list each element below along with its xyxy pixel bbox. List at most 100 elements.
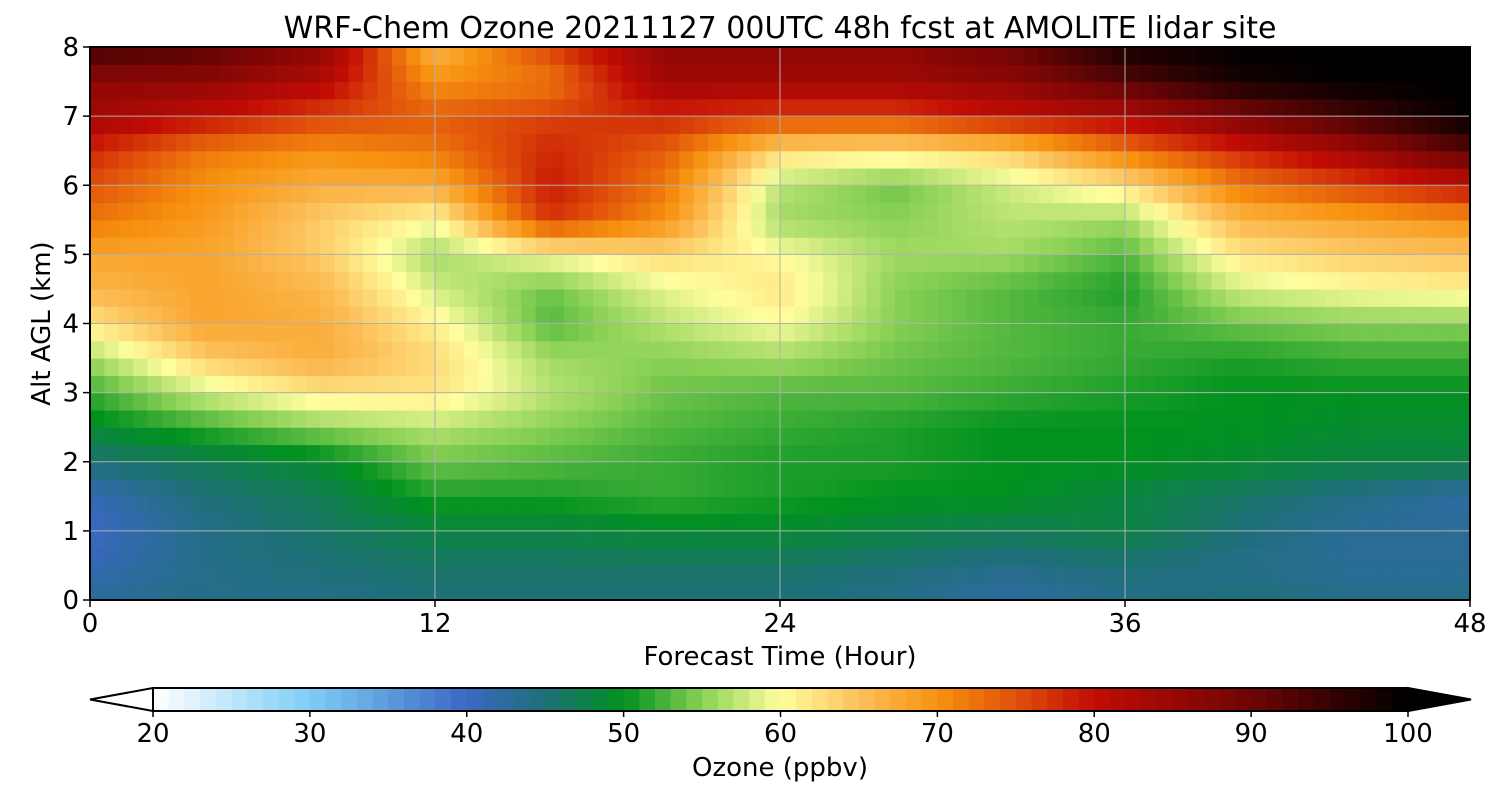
heatmap-cell xyxy=(320,81,335,100)
heatmap-cell xyxy=(1067,306,1083,325)
colorbar-bin xyxy=(874,688,891,711)
heatmap-cell xyxy=(190,461,206,480)
colorbar-bin xyxy=(262,688,279,711)
heatmap-cell xyxy=(391,582,407,601)
heatmap-cell xyxy=(1383,340,1399,359)
heatmap-cell xyxy=(794,47,810,65)
heatmap-cell xyxy=(521,565,537,584)
heatmap-cell xyxy=(219,116,235,135)
heatmap-cell xyxy=(1412,202,1428,221)
heatmap-cell xyxy=(851,306,867,325)
heatmap-cell xyxy=(1311,496,1327,515)
heatmap-cell xyxy=(348,461,364,480)
heatmap-cell xyxy=(233,185,249,204)
heatmap-cell xyxy=(535,530,551,549)
heatmap-cell xyxy=(1297,64,1313,83)
heatmap-cell xyxy=(1038,358,1054,376)
heatmap-cell xyxy=(866,461,882,480)
heatmap-cell xyxy=(1225,427,1241,446)
heatmap-cell xyxy=(406,513,422,532)
heatmap-cell xyxy=(794,582,810,601)
heatmap-cell xyxy=(895,582,910,601)
heatmap-cell xyxy=(708,98,724,117)
heatmap-cell xyxy=(693,461,709,480)
heatmap-cell xyxy=(1196,323,1212,342)
heatmap-cell xyxy=(363,98,379,117)
heatmap-cell xyxy=(1081,427,1097,446)
heatmap-cell xyxy=(1455,81,1471,100)
heatmap-cell xyxy=(492,202,508,221)
heatmap-cell xyxy=(1110,116,1126,135)
heatmap-cell xyxy=(895,150,910,169)
heatmap-cell xyxy=(305,271,321,290)
heatmap-cell xyxy=(1355,116,1370,135)
heatmap-cell xyxy=(90,513,105,532)
heatmap-cell xyxy=(1369,513,1385,532)
heatmap-cell xyxy=(1168,358,1184,376)
heatmap-cell xyxy=(780,375,795,394)
heatmap-cell xyxy=(751,98,767,117)
heatmap-cell xyxy=(909,64,925,83)
heatmap-cell xyxy=(1326,271,1342,290)
heatmap-cell xyxy=(219,167,235,186)
heatmap-cell xyxy=(161,513,177,532)
heatmap-cell xyxy=(952,116,968,135)
heatmap-cell xyxy=(1196,288,1212,307)
heatmap-cell xyxy=(1110,202,1126,221)
heatmap-cell xyxy=(1441,167,1457,186)
heatmap-cell xyxy=(320,167,335,186)
heatmap-cell xyxy=(305,133,321,152)
heatmap-cell xyxy=(952,98,968,117)
heatmap-cell xyxy=(780,271,795,290)
heatmap-cell xyxy=(1110,530,1126,549)
heatmap-cell xyxy=(981,219,997,238)
heatmap-cell xyxy=(880,81,896,100)
heatmap-cell xyxy=(291,64,307,83)
heatmap-cell xyxy=(219,81,235,100)
heatmap-cell xyxy=(176,237,192,255)
heatmap-cell xyxy=(966,98,982,117)
heatmap-cell xyxy=(1168,116,1184,135)
heatmap-cell xyxy=(492,271,508,290)
heatmap-cell xyxy=(1038,306,1054,325)
heatmap-cell xyxy=(1153,64,1169,83)
heatmap-cell xyxy=(1426,340,1442,359)
heatmap-cell xyxy=(564,582,580,601)
heatmap-cell xyxy=(1254,358,1270,376)
heatmap-cell xyxy=(693,254,709,273)
heatmap-cell xyxy=(176,306,192,325)
heatmap-cell xyxy=(1010,513,1025,532)
heatmap-cell xyxy=(391,288,407,307)
heatmap-cell xyxy=(650,548,666,567)
colorbar-bin xyxy=(796,688,813,711)
heatmap-cell xyxy=(895,496,910,515)
heatmap-cell xyxy=(478,375,494,394)
heatmap-cell xyxy=(1081,375,1097,394)
heatmap-cell xyxy=(1196,167,1212,186)
heatmap-cell xyxy=(938,358,954,376)
heatmap-cell xyxy=(535,133,551,152)
heatmap-cell xyxy=(780,358,795,376)
heatmap-cell xyxy=(1254,202,1270,221)
heatmap-cell xyxy=(1110,219,1126,238)
heatmap-cell xyxy=(1053,254,1069,273)
heatmap-cell xyxy=(1455,392,1471,411)
heatmap-cell xyxy=(334,530,350,549)
heatmap-cell xyxy=(736,427,752,446)
heatmap-cell xyxy=(291,81,307,100)
heatmap-cell xyxy=(248,167,264,186)
heatmap-cell xyxy=(420,340,436,359)
heatmap-cell xyxy=(765,116,781,135)
heatmap-cell xyxy=(262,150,278,169)
heatmap-cell xyxy=(1038,530,1054,549)
heatmap-cell xyxy=(636,150,652,169)
heatmap-cell xyxy=(205,323,220,342)
heatmap-cell xyxy=(463,582,479,601)
heatmap-cell xyxy=(1081,133,1097,152)
heatmap-cell xyxy=(995,237,1011,255)
heatmap-cell xyxy=(406,323,422,342)
heatmap-cell xyxy=(1355,375,1370,394)
heatmap-cell xyxy=(535,427,551,446)
colorbar-bin xyxy=(702,688,719,711)
heatmap-cell xyxy=(506,185,522,204)
